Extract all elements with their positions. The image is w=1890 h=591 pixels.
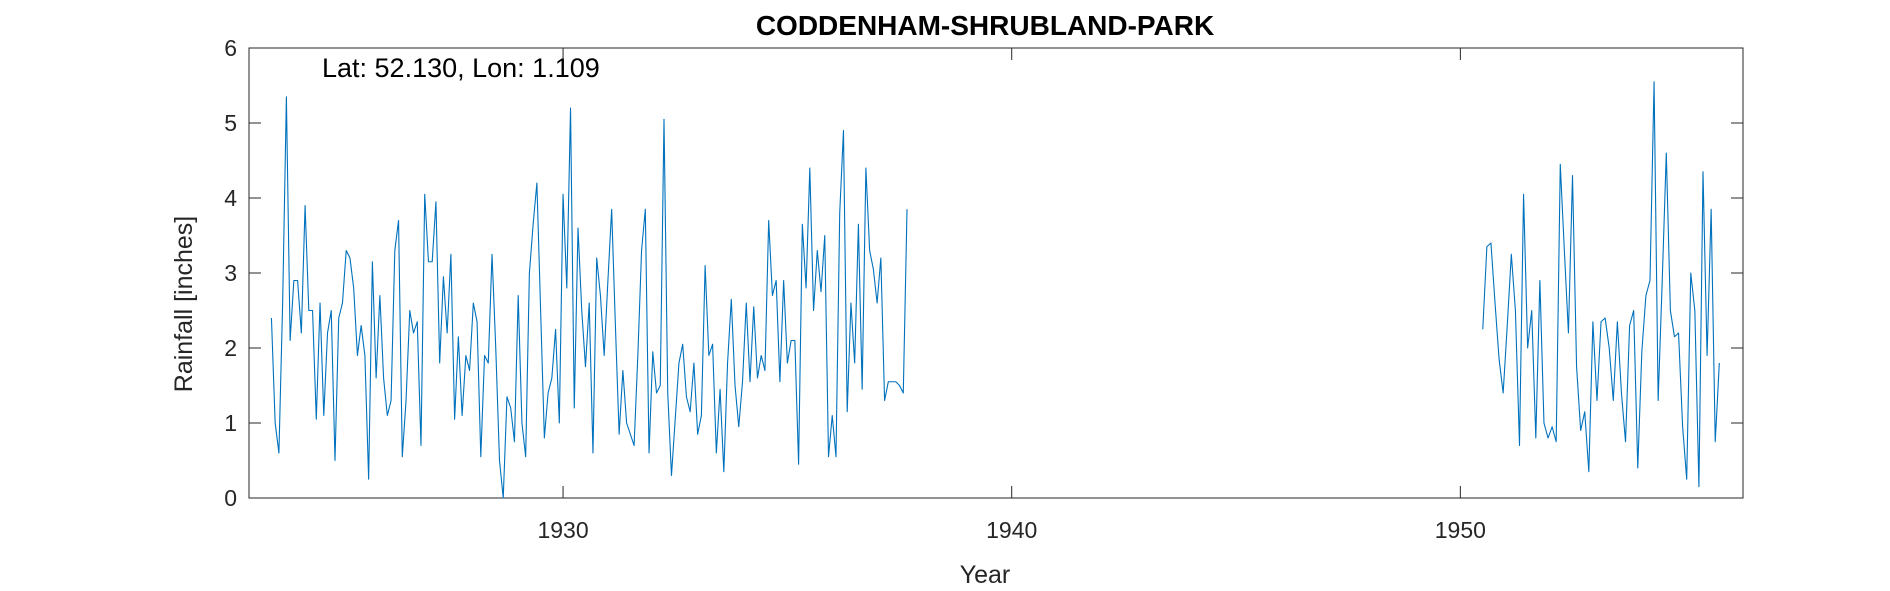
rainfall-line-segment bbox=[270, 96, 908, 499]
y-tick-label: 2 bbox=[224, 335, 237, 361]
series-group bbox=[270, 81, 1720, 499]
x-tick-label: 1940 bbox=[986, 517, 1037, 543]
x-tick-label: 1950 bbox=[1435, 517, 1486, 543]
y-tick-label: 5 bbox=[224, 110, 237, 136]
y-tick-label: 3 bbox=[224, 260, 237, 286]
y-tick-label: 4 bbox=[224, 185, 237, 211]
location-annotation: Lat: 52.130, Lon: 1.109 bbox=[322, 53, 600, 83]
y-ticks: 0 1 2 3 4 5 6 bbox=[224, 35, 1743, 511]
y-axis-label: Rainfall [inches] bbox=[170, 216, 198, 392]
x-ticks: 1930 1940 1950 bbox=[537, 48, 1486, 543]
x-tick-label: 1930 bbox=[537, 517, 588, 543]
y-tick-label: 0 bbox=[224, 485, 237, 511]
rainfall-line-segment bbox=[1482, 81, 1720, 488]
x-axis-label: Year bbox=[960, 561, 1011, 589]
chart-title: CODDENHAM-SHRUBLAND-PARK bbox=[756, 10, 1214, 41]
y-tick-label: 6 bbox=[224, 35, 237, 61]
y-tick-label: 1 bbox=[224, 410, 237, 436]
